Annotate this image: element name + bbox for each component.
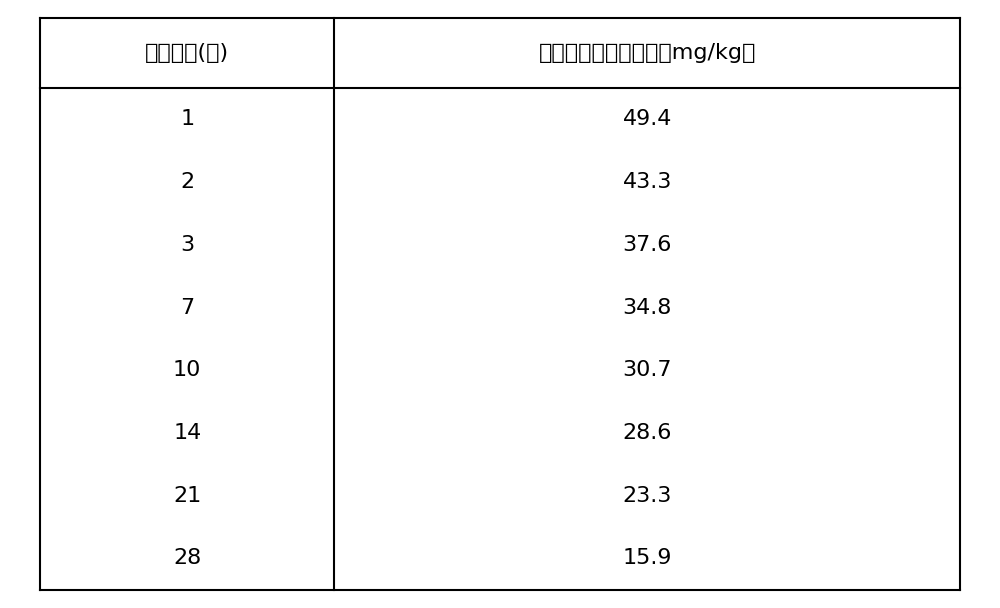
Text: 10: 10 xyxy=(173,361,201,380)
Text: 2: 2 xyxy=(180,172,194,192)
Text: 降解时间(天): 降解时间(天) xyxy=(145,43,229,63)
Text: 43.3: 43.3 xyxy=(623,172,672,192)
Text: 7: 7 xyxy=(180,297,194,317)
Text: 21: 21 xyxy=(173,486,201,506)
Text: 高效氯氰菊酯残留量（mg/kg）: 高效氯氰菊酯残留量（mg/kg） xyxy=(539,43,756,63)
Text: 34.8: 34.8 xyxy=(623,297,672,317)
Text: 14: 14 xyxy=(173,423,201,443)
Text: 28: 28 xyxy=(173,548,201,568)
Text: 23.3: 23.3 xyxy=(623,486,672,506)
Text: 30.7: 30.7 xyxy=(622,361,672,380)
Text: 28.6: 28.6 xyxy=(623,423,672,443)
Text: 15.9: 15.9 xyxy=(622,548,672,568)
Text: 49.4: 49.4 xyxy=(623,109,672,130)
Text: 3: 3 xyxy=(180,235,194,255)
Text: 1: 1 xyxy=(180,109,194,130)
Text: 37.6: 37.6 xyxy=(623,235,672,255)
